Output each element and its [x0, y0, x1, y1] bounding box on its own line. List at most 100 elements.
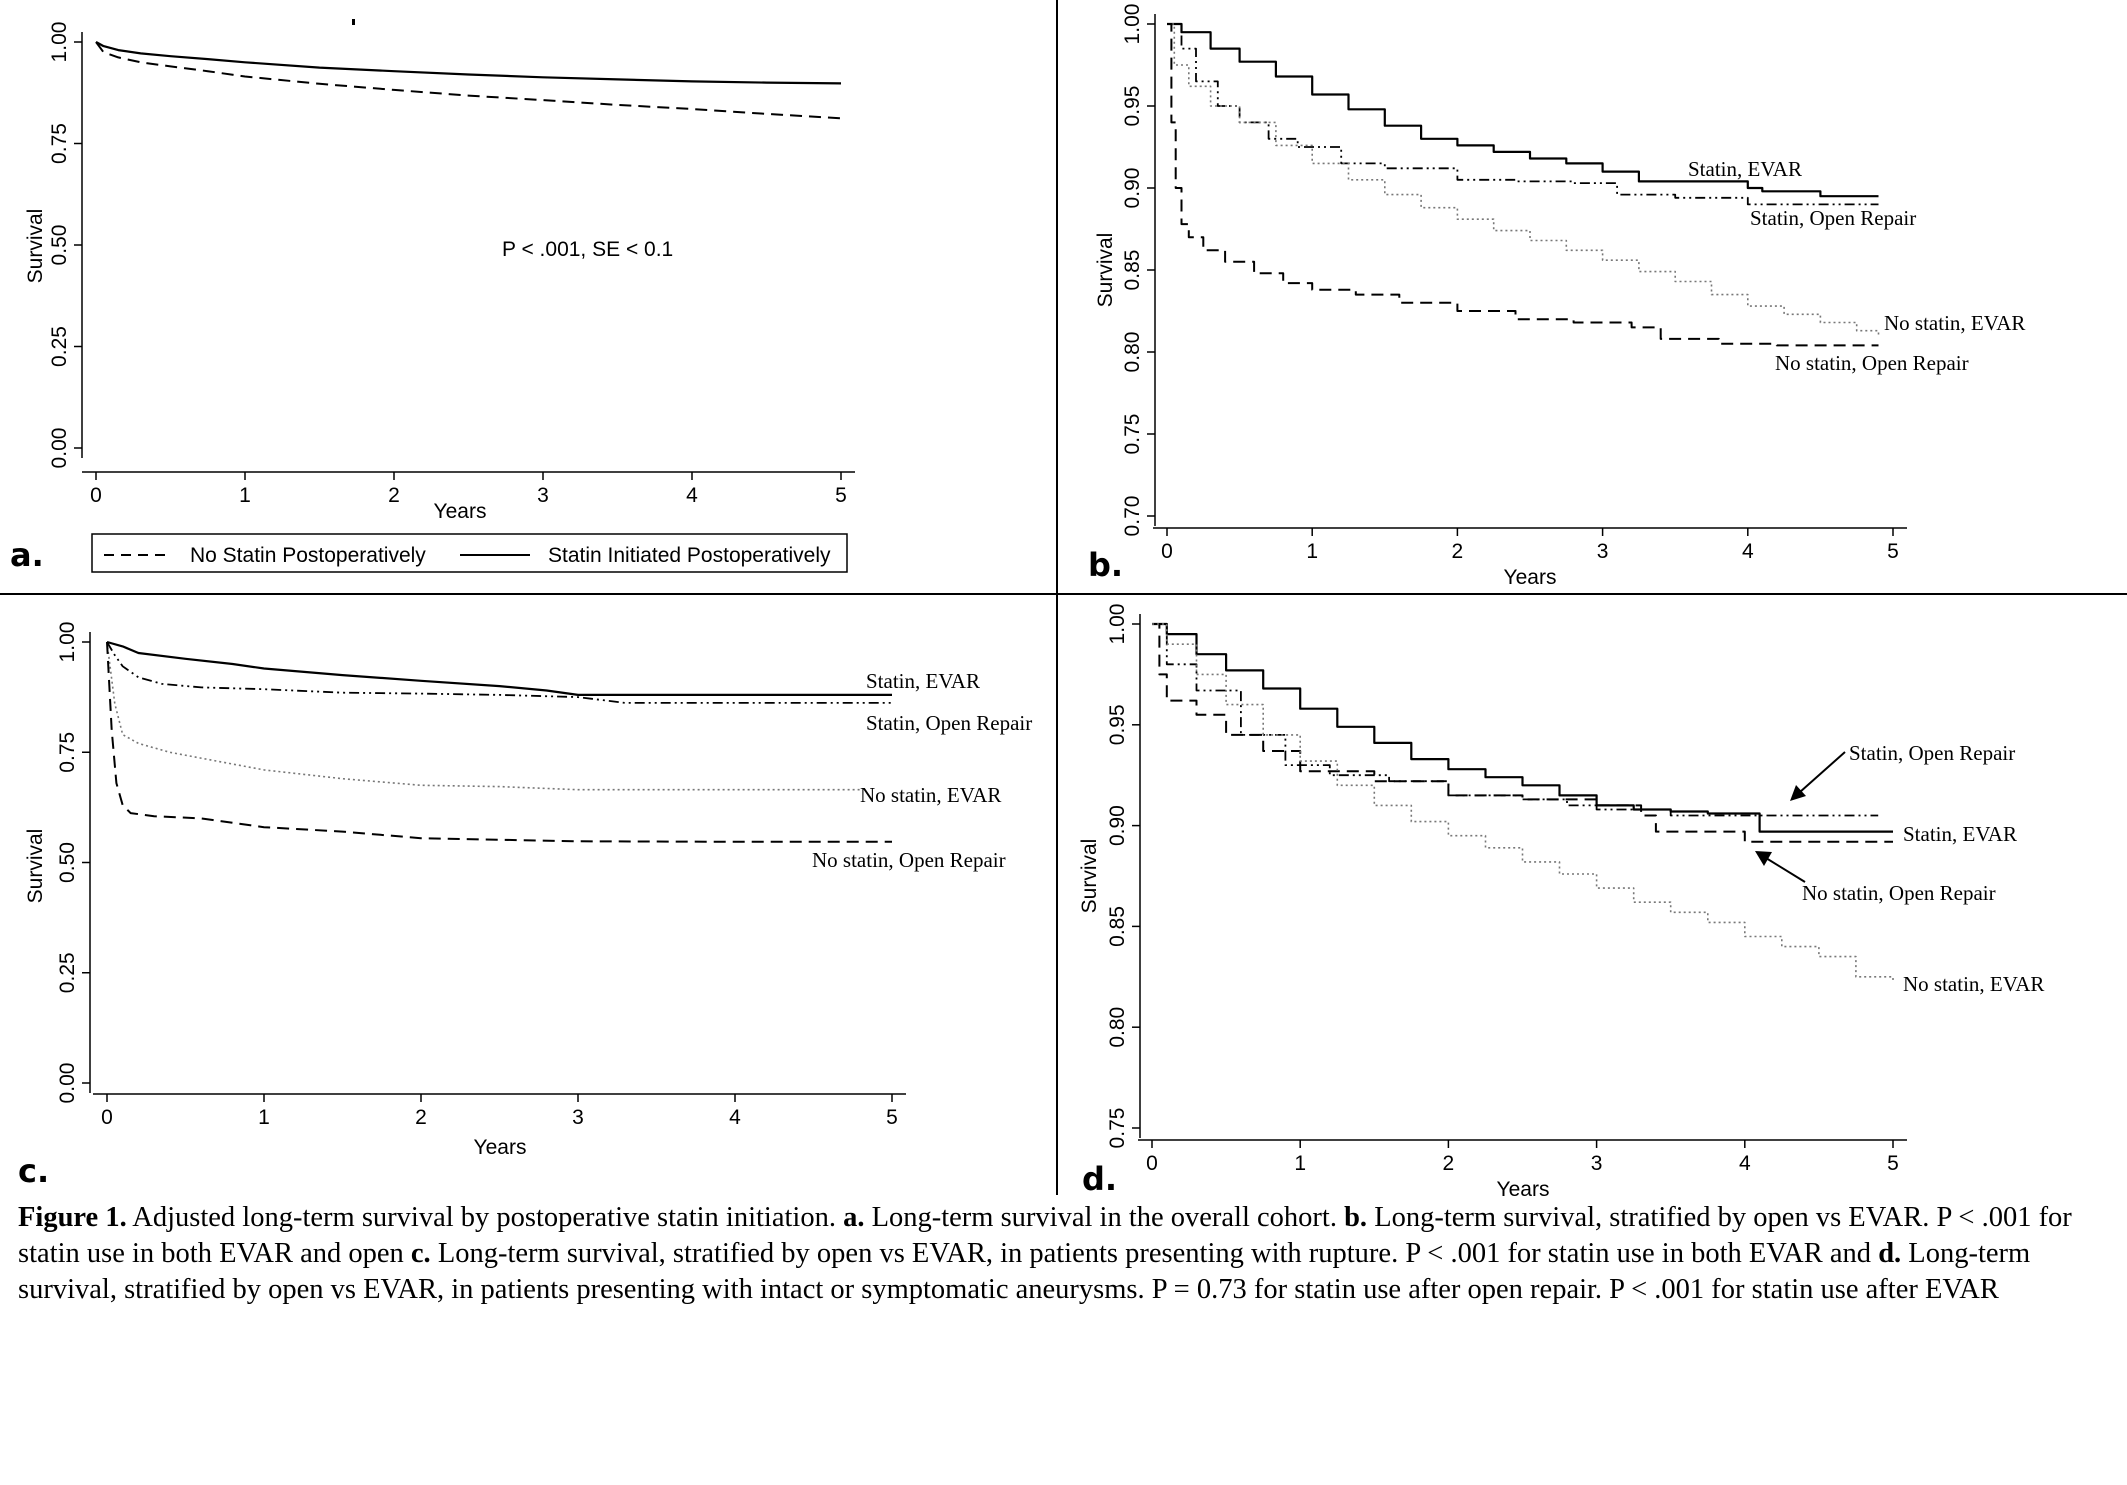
- panel-a-annotation: P < .001, SE < 0.1: [502, 238, 673, 261]
- panel-b-letter: b.: [1088, 546, 1123, 584]
- panel-a-letter: a.: [10, 536, 44, 574]
- panel-c-y-tick-label: 0.50: [56, 842, 79, 883]
- panel-a-y-tick-label: 0.00: [48, 428, 71, 469]
- panel-c-letter: c.: [18, 1152, 49, 1190]
- panel-a-y-tick-label: 1.00: [48, 22, 71, 63]
- caption-d-text: Long-term survival, stratified by open v…: [18, 1238, 2031, 1305]
- panel-d-y-tick-label: 0.85: [1106, 906, 1129, 947]
- panel-b-ylabel: Survival: [1094, 233, 1117, 308]
- plot-layer: 0 1 2 3 4 5 0.00 0.25 0.50 0.75 1.00 0 1 2 3 4 5 0.70 0.75…: [48, 4, 1907, 1175]
- panel-d-x-tick-label: 3: [1591, 1152, 1603, 1175]
- panel-d-y-tick-label: 1.00: [1106, 604, 1129, 645]
- caption-b-text: Long-term survival, stratified by open v…: [18, 1202, 2072, 1269]
- panel-c-xlabel: Years: [474, 1136, 527, 1159]
- panel-d-y-tick-label: 0.80: [1106, 1007, 1129, 1048]
- panel-d-x-tick-label: 0: [1146, 1152, 1158, 1175]
- caption-c-label: c.: [410, 1238, 431, 1269]
- panel-b-x-tick-label: 1: [1306, 540, 1318, 563]
- panel-a-x-tick-label: 0: [90, 484, 102, 507]
- panel-c-series-no-statin-open-repair: [106, 641, 892, 843]
- panel-b-series-statin-open-repair: [1167, 23, 1879, 206]
- panel-d-y-tick-label: 0.75: [1106, 1108, 1129, 1149]
- panel-d-x-tick-label: 1: [1294, 1152, 1306, 1175]
- panel-d-arrowhead-nostatin-open: [1755, 851, 1772, 866]
- panel-a-legend-label-statin: Statin Initiated Postoperatively: [548, 544, 831, 567]
- panel-a-xlabel: Years: [434, 500, 487, 523]
- panel-d-x-tick-label: 2: [1443, 1152, 1455, 1175]
- panel-d-xlabel: Years: [1497, 1178, 1550, 1201]
- panel-b-series-no-statin-evar: [1167, 23, 1880, 336]
- panel-b-x-tick-label: 0: [1161, 540, 1173, 563]
- panel-b-x-tick-label: 3: [1597, 540, 1609, 563]
- panel-a-y-tick-label: 0.25: [48, 326, 71, 367]
- panel-c-x-tick-label: 3: [572, 1106, 584, 1129]
- panel-c-x-tick-label: 0: [101, 1106, 113, 1129]
- panel-c-label-statin-open: Statin, Open Repair: [866, 711, 1032, 735]
- panel-c-x-tick-label: 4: [729, 1106, 741, 1129]
- panel-d-label-statin-open: Statin, Open Repair: [1849, 741, 2015, 765]
- panel-c-x-tick-label: 1: [258, 1106, 270, 1129]
- panel-a-x-tick-label: 4: [686, 484, 698, 507]
- panel-b-label-statin-evar: Statin, EVAR: [1688, 157, 1802, 181]
- panel-b-x-tick-label: 5: [1887, 540, 1899, 563]
- panel-c-series-statin-open-repair: [106, 641, 892, 704]
- panel-d-arrowhead-statin-open: [1790, 785, 1806, 801]
- caption-a-text: Long-term survival in the overall cohort…: [864, 1202, 1345, 1233]
- panel-a-legend-label-no-statin: No Statin Postoperatively: [190, 544, 426, 567]
- panel-b-y-tick-label: 0.70: [1121, 496, 1144, 537]
- panel-b-y-tick-label: 0.95: [1121, 86, 1144, 127]
- stray-mark: [352, 19, 355, 25]
- panel-c-label-nostatin-evar: No statin, EVAR: [860, 783, 1001, 807]
- panel-c-series-no-statin-evar: [106, 641, 861, 791]
- panel-b-label-nostatin-evar: No statin, EVAR: [1884, 311, 2025, 335]
- caption-c-text: Long-term survival, stratified by open v…: [430, 1238, 1879, 1269]
- panel-c-y-tick-label: 0.25: [56, 952, 79, 993]
- panel-a-series-statin-initiated-postoperatively: [95, 41, 842, 85]
- panel-b-y-tick-label: 0.85: [1121, 250, 1144, 291]
- panel-a-y-tick-label: 0.50: [48, 225, 71, 266]
- panel-a-y-tick-label: 0.75: [48, 123, 71, 164]
- panel-c-label-nostatin-open: No statin, Open Repair: [812, 848, 1006, 872]
- panel-d-ylabel: Survival: [1078, 839, 1101, 914]
- panel-a-ylabel: Survival: [24, 209, 47, 284]
- panel-b-label-nostatin-open: No statin, Open Repair: [1775, 351, 1969, 375]
- panel-b-xlabel: Years: [1504, 566, 1557, 589]
- panel-a-x-tick-label: 2: [388, 484, 400, 507]
- panel-d-x-tick-label: 4: [1739, 1152, 1751, 1175]
- caption-a-label: a.: [843, 1202, 865, 1233]
- panel-d-x-tick-label: 5: [1887, 1152, 1899, 1175]
- panel-a-series-no-statin-postoperatively: [95, 41, 842, 120]
- panel-b-y-tick-label: 1.00: [1121, 4, 1144, 45]
- panel-c-x-tick-label: 2: [415, 1106, 427, 1129]
- panel-c-series-statin-evar: [106, 640, 892, 696]
- panel-d-series-statin-open-repair: [1152, 623, 1879, 817]
- panel-a-x-tick-label: 5: [835, 484, 847, 507]
- panel-d-series-statin-evar: [1152, 622, 1893, 833]
- panel-a-x-tick-label: 1: [239, 484, 251, 507]
- panel-a-legend-box: [91, 533, 848, 573]
- caption-b-label: b.: [1344, 1202, 1368, 1233]
- panel-d-letter: d.: [1082, 1160, 1117, 1198]
- panel-c-y-tick-label: 0.75: [56, 732, 79, 773]
- panel-d-label-nostatin-open: No statin, Open Repair: [1802, 881, 1996, 905]
- panel-b-series-no-statin-open-repair: [1167, 23, 1879, 347]
- panel-b-y-tick-label: 0.75: [1121, 414, 1144, 455]
- panel-b-label-statin-open: Statin, Open Repair: [1750, 206, 1916, 230]
- panel-d-arrow-statin-open: [1799, 751, 1846, 793]
- caption-d-label: d.: [1878, 1238, 1902, 1269]
- panel-c-label-statin-evar: Statin, EVAR: [866, 669, 980, 693]
- panel-c-ylabel: Survival: [24, 829, 47, 904]
- panel-b-series-statin-evar: [1167, 22, 1879, 198]
- figure-caption: Figure 1. Adjusted long-term survival by…: [18, 1200, 2108, 1308]
- panel-b-y-tick-label: 0.90: [1121, 168, 1144, 209]
- panel-a-x-tick-label: 3: [537, 484, 549, 507]
- panel-d-arrow-nostatin-open: [1765, 857, 1806, 883]
- caption-intro: Adjusted long-term survival by postopera…: [126, 1202, 844, 1233]
- panel-d-label-statin-evar: Statin, EVAR: [1903, 822, 2017, 846]
- panel-d-series-no-statin-evar: [1152, 623, 1894, 983]
- panel-d-label-nostatin-evar: No statin, EVAR: [1903, 972, 2044, 996]
- panel-b-x-tick-label: 2: [1452, 540, 1464, 563]
- panel-b-x-tick-label: 4: [1742, 540, 1754, 563]
